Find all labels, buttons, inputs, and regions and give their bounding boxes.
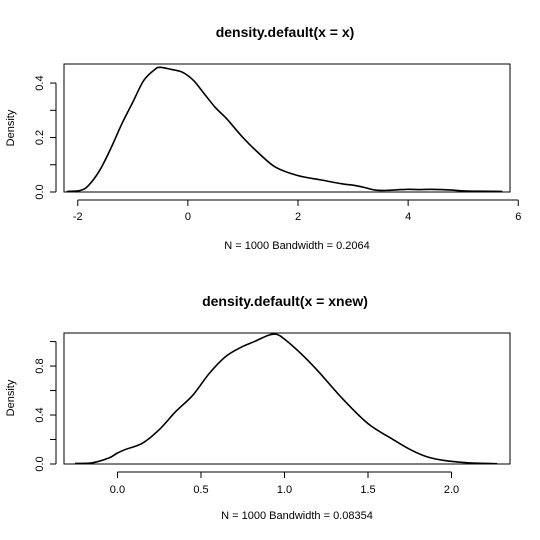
x-tick-label: 6	[515, 211, 521, 223]
plot-title: density.default(x = xnew)	[202, 293, 368, 309]
density-curve	[74, 333, 498, 465]
x-tick-label: 2	[295, 211, 301, 223]
axes: -2 0 2 4 6 0.0 0.2 0.4	[34, 75, 521, 223]
y-tick-label: 0.4	[34, 75, 46, 90]
y-tick-label: 0.0	[34, 184, 46, 199]
plot-box	[63, 332, 511, 465]
axes: 0.0 0.5 1.0 1.5 2.0 0.0 0.4 0.8	[34, 341, 459, 496]
x-tick-label: 0.5	[193, 484, 208, 496]
density-curve	[66, 66, 503, 193]
x-tick-label: 0.0	[110, 484, 125, 496]
x-tick-label: 4	[405, 211, 411, 223]
x-tick-label: 2.0	[444, 484, 459, 496]
y-axis-label: Density	[5, 109, 17, 146]
y-axis-label: Density	[5, 379, 17, 416]
plot-box	[63, 63, 511, 193]
y-tick-label: 0.4	[34, 407, 46, 422]
x-tick-label: 1.0	[277, 484, 292, 496]
x-axis-label: N = 1000 Bandwidth = 0.08354	[221, 510, 373, 522]
x-tick-label: 0	[185, 211, 191, 223]
y-tick-label: 0.0	[34, 456, 46, 471]
density-plot-xnew: density.default(x = xnew) 0.0 0.5 1.0 1.5 2.…	[5, 293, 511, 522]
y-tick-label: 0.8	[34, 358, 46, 373]
x-tick-label: 1.5	[360, 484, 375, 496]
x-tick-label: -2	[73, 211, 83, 223]
density-plot-x: density.default(x = x) -2 0 2 4 6 0.0 0.2 0.4 D…	[5, 24, 521, 252]
y-tick-label: 0.2	[34, 130, 46, 145]
x-axis-label: N = 1000 Bandwidth = 0.2064	[224, 240, 370, 252]
plot-title: density.default(x = x)	[216, 24, 355, 40]
